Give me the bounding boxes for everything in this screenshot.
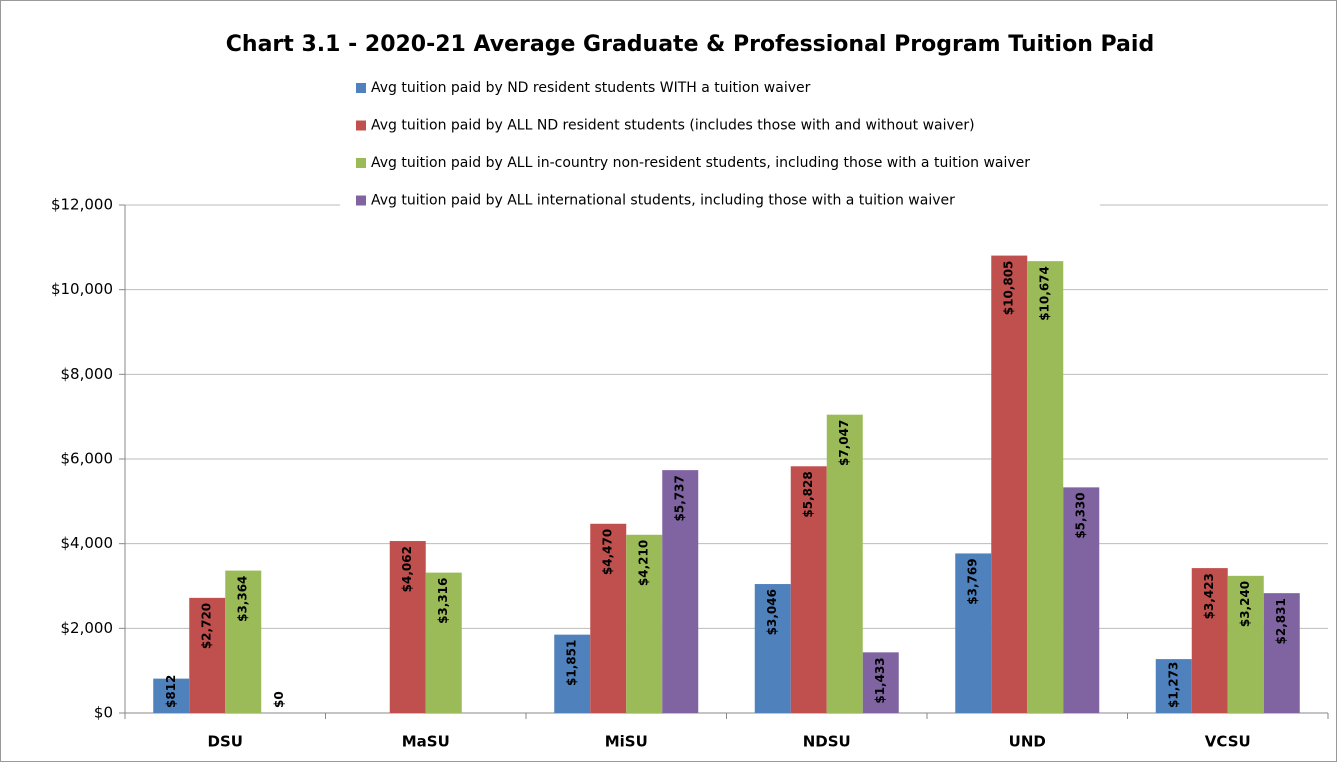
bar <box>1263 593 1300 713</box>
y-tick-label: $2,000 <box>61 619 114 637</box>
value-label: $0 <box>272 691 286 708</box>
value-label: $4,062 <box>400 546 414 592</box>
x-tick-label: DSU <box>208 733 243 751</box>
y-tick-label: $4,000 <box>61 534 114 552</box>
bar <box>1227 575 1264 713</box>
y-tick-label: $10,000 <box>51 280 113 298</box>
value-label: $3,240 <box>1238 581 1252 627</box>
y-tick-label: $12,000 <box>51 196 113 214</box>
bar <box>991 255 1028 714</box>
value-label: $5,737 <box>673 475 687 521</box>
bar <box>955 553 992 713</box>
value-label: $5,828 <box>801 471 815 517</box>
bar <box>1191 568 1228 713</box>
bar <box>754 584 791 713</box>
bar <box>826 414 863 713</box>
x-tick-label: VCSU <box>1205 733 1251 751</box>
value-label: $1,433 <box>873 657 887 703</box>
value-label: $3,316 <box>436 578 450 624</box>
bar <box>389 541 426 713</box>
legend-label: Avg tuition paid by ALL in-country non-r… <box>371 155 1030 171</box>
legend-label: Avg tuition paid by ND resident students… <box>371 80 811 96</box>
bar <box>790 466 827 713</box>
value-label: $3,046 <box>765 589 779 635</box>
value-label: $812 <box>164 675 178 708</box>
value-label: $4,210 <box>637 540 651 586</box>
value-label: $7,047 <box>837 420 851 466</box>
bar <box>153 678 190 713</box>
bar <box>189 597 226 713</box>
value-label: $10,674 <box>1038 266 1052 321</box>
y-tick-label: $0 <box>94 704 113 722</box>
x-tick-label: MaSU <box>402 733 450 751</box>
value-label: $3,769 <box>966 558 980 604</box>
bar <box>425 572 462 713</box>
value-label: $3,423 <box>1202 573 1216 619</box>
value-label: $5,330 <box>1074 492 1088 538</box>
bar <box>1027 261 1064 713</box>
value-label: $1,273 <box>1166 662 1180 708</box>
value-label: $1,851 <box>565 640 579 686</box>
legend-swatch <box>356 120 366 131</box>
x-tick-label: MiSU <box>605 733 648 751</box>
legend-swatch <box>356 158 366 168</box>
value-label: $2,720 <box>200 603 214 649</box>
bar <box>862 652 899 713</box>
value-label: $10,805 <box>1002 261 1016 316</box>
bar <box>590 523 627 713</box>
value-label: $4,470 <box>601 529 615 575</box>
bar <box>225 570 262 713</box>
bar <box>554 634 591 713</box>
bar <box>662 470 699 713</box>
bar <box>1063 487 1100 713</box>
x-tick-label: NDSU <box>803 733 851 751</box>
y-tick-label: $6,000 <box>61 450 114 468</box>
bar <box>626 534 663 713</box>
bar <box>1155 659 1192 713</box>
legend-swatch <box>356 83 366 93</box>
chart-title: Chart 3.1 - 2020-21 Average Graduate & P… <box>226 32 1154 57</box>
legend-background <box>340 72 1100 217</box>
value-label: $2,831 <box>1274 598 1288 644</box>
y-tick-label: $8,000 <box>61 365 114 383</box>
x-tick-label: UND <box>1009 733 1046 751</box>
legend-label: Avg tuition paid by ALL international st… <box>371 193 955 209</box>
legend-swatch <box>356 195 366 206</box>
legend-label: Avg tuition paid by ALL ND resident stud… <box>371 118 975 134</box>
value-label: $3,364 <box>236 576 250 622</box>
